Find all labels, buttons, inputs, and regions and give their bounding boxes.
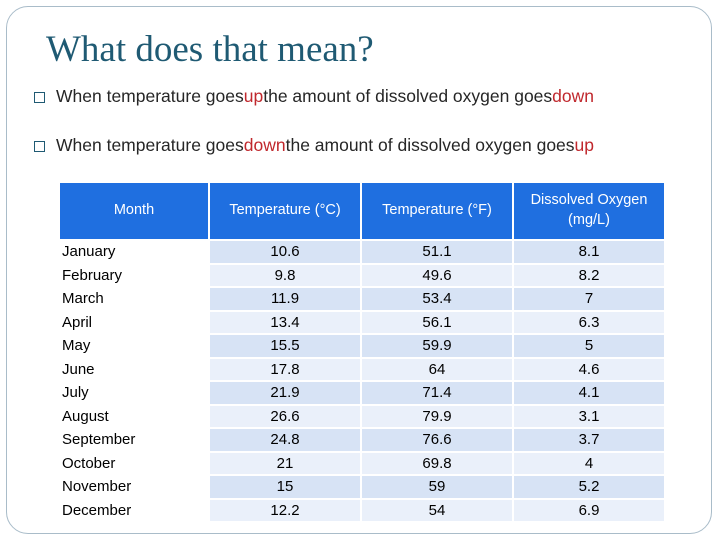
cell-dissolved-oxygen: 4 xyxy=(514,452,664,474)
header-temp-f: Temperature (°F) xyxy=(362,183,512,239)
cell-temp-c: 12.2 xyxy=(210,499,360,521)
table-row: May 15.5 59.9 5 xyxy=(60,335,664,357)
bullet-temperature-up: When temperature goes up the amount of d… xyxy=(34,86,594,107)
table-row: August 26.6 79.9 3.1 xyxy=(60,405,664,427)
cell-month: August xyxy=(60,405,208,427)
cell-month: December xyxy=(60,499,208,521)
cell-temp-f: 53.4 xyxy=(362,288,512,310)
cell-temp-f: 54 xyxy=(362,499,512,521)
cell-temp-f: 64 xyxy=(362,358,512,380)
cell-temp-c: 15.5 xyxy=(210,335,360,357)
table-row: January 10.6 51.1 8.1 xyxy=(60,241,664,263)
cell-month: February xyxy=(60,264,208,286)
square-bullet-icon xyxy=(34,141,45,152)
table-row: July 21.9 71.4 4.1 xyxy=(60,382,664,404)
cell-temp-f: 71.4 xyxy=(362,382,512,404)
cell-month: April xyxy=(60,311,208,333)
bullet-text-pre: When temperature goes xyxy=(56,86,244,106)
cell-temp-f: 59.9 xyxy=(362,335,512,357)
bullet-highlight-up: up xyxy=(574,135,595,155)
cell-dissolved-oxygen: 6.9 xyxy=(514,499,664,521)
table-row: December 12.2 54 6.9 xyxy=(60,499,664,521)
cell-temp-c: 11.9 xyxy=(210,288,360,310)
cell-temp-f: 59 xyxy=(362,476,512,498)
header-temp-c: Temperature (°C) xyxy=(210,183,360,239)
cell-temp-c: 17.8 xyxy=(210,358,360,380)
oxygen-temperature-table: Month Temperature (°C) Temperature (°F) … xyxy=(58,181,666,523)
cell-month: September xyxy=(60,429,208,451)
cell-month: June xyxy=(60,358,208,380)
bullet-highlight-down: down xyxy=(552,86,595,106)
cell-temp-f: 51.1 xyxy=(362,241,512,263)
cell-month: January xyxy=(60,241,208,263)
cell-month: July xyxy=(60,382,208,404)
cell-temp-c: 13.4 xyxy=(210,311,360,333)
cell-temp-c: 21.9 xyxy=(210,382,360,404)
cell-temp-f: 49.6 xyxy=(362,264,512,286)
cell-dissolved-oxygen: 8.2 xyxy=(514,264,664,286)
cell-dissolved-oxygen: 3.7 xyxy=(514,429,664,451)
table-row: April 13.4 56.1 6.3 xyxy=(60,311,664,333)
cell-temp-f: 56.1 xyxy=(362,311,512,333)
table-body: January 10.6 51.1 8.1 February 9.8 49.6 8.2 Marc… xyxy=(60,241,664,521)
cell-dissolved-oxygen: 8.1 xyxy=(514,241,664,263)
table-row: February 9.8 49.6 8.2 xyxy=(60,264,664,286)
bullet-text-mid: the amount of dissolved oxygen goes xyxy=(263,86,553,106)
cell-dissolved-oxygen: 6.3 xyxy=(514,311,664,333)
cell-dissolved-oxygen: 5.2 xyxy=(514,476,664,498)
bullet-text-pre: When temperature goes xyxy=(56,135,244,155)
header-month: Month xyxy=(60,183,208,239)
cell-temp-f: 79.9 xyxy=(362,405,512,427)
cell-dissolved-oxygen: 5 xyxy=(514,335,664,357)
table-row: June 17.8 64 4.6 xyxy=(60,358,664,380)
table-header-row: Month Temperature (°C) Temperature (°F) … xyxy=(60,183,664,239)
cell-dissolved-oxygen: 7 xyxy=(514,288,664,310)
cell-temp-c: 21 xyxy=(210,452,360,474)
cell-month: May xyxy=(60,335,208,357)
table-row: March 11.9 53.4 7 xyxy=(60,288,664,310)
cell-dissolved-oxygen: 4.6 xyxy=(514,358,664,380)
slide-title: What does that mean? xyxy=(46,29,374,70)
cell-month: October xyxy=(60,452,208,474)
cell-temp-c: 10.6 xyxy=(210,241,360,263)
table-row: September 24.8 76.6 3.7 xyxy=(60,429,664,451)
cell-temp-c: 26.6 xyxy=(210,405,360,427)
cell-dissolved-oxygen: 3.1 xyxy=(514,405,664,427)
header-dissolved-oxygen: Dissolved Oxygen (mg/L) xyxy=(514,183,664,239)
bullet-temperature-down: When temperature goes down the amount of… xyxy=(34,135,594,156)
cell-temp-c: 24.8 xyxy=(210,429,360,451)
cell-temp-c: 9.8 xyxy=(210,264,360,286)
table-row: October 21 69.8 4 xyxy=(60,452,664,474)
table-row: November 15 59 5.2 xyxy=(60,476,664,498)
cell-temp-f: 69.8 xyxy=(362,452,512,474)
cell-month: November xyxy=(60,476,208,498)
bullet-highlight-down: down xyxy=(243,135,286,155)
bullet-highlight-up: up xyxy=(243,86,264,106)
square-bullet-icon xyxy=(34,92,45,103)
cell-dissolved-oxygen: 4.1 xyxy=(514,382,664,404)
cell-temp-c: 15 xyxy=(210,476,360,498)
cell-month: March xyxy=(60,288,208,310)
cell-temp-f: 76.6 xyxy=(362,429,512,451)
bullet-text-mid: the amount of dissolved oxygen goes xyxy=(285,135,575,155)
